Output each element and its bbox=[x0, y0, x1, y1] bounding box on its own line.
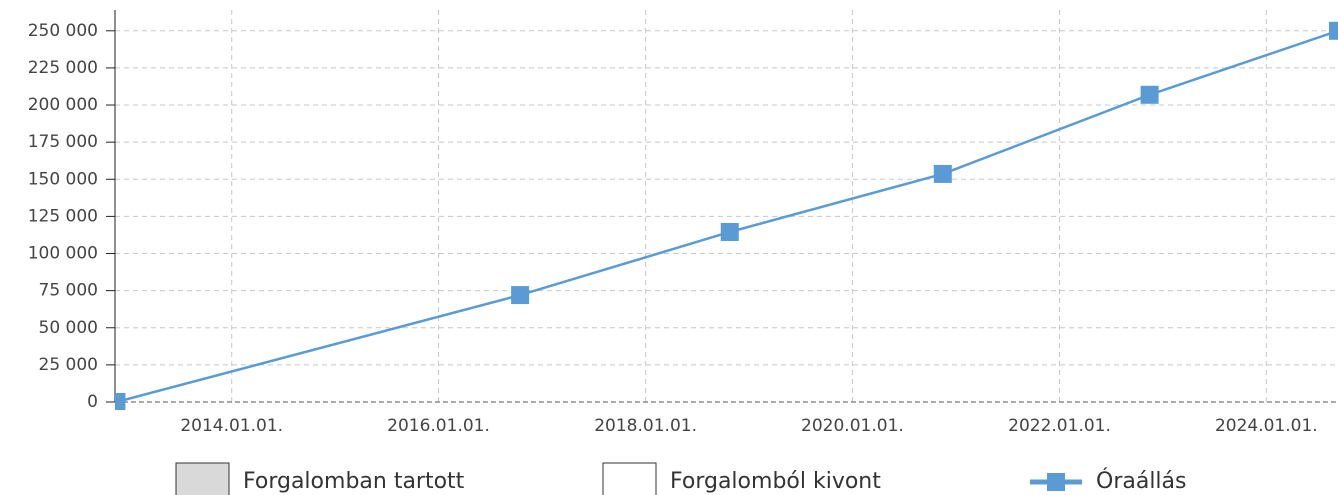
y-tick-label: 125 000 bbox=[28, 206, 98, 226]
point-marker bbox=[933, 164, 952, 183]
x-tick-label: 2014.01.01. bbox=[180, 416, 283, 436]
y-tick-label: 50 000 bbox=[39, 318, 98, 338]
x-tick-label: 2016.01.01. bbox=[387, 416, 490, 436]
legend-swatch bbox=[175, 462, 230, 495]
y-tick-label: 225 000 bbox=[28, 58, 98, 78]
y-tick-label: 200 000 bbox=[28, 95, 98, 115]
legend-marker bbox=[1047, 473, 1065, 491]
y-tick-label: 100 000 bbox=[28, 244, 98, 264]
series-line bbox=[116, 29, 1338, 404]
point-marker bbox=[720, 222, 739, 241]
y-tick-label: 0 bbox=[87, 392, 98, 412]
legend-label: Forgalomban tartott bbox=[243, 469, 465, 494]
y-tick-label: 175 000 bbox=[28, 132, 98, 152]
point-marker bbox=[115, 393, 126, 410]
point-marker bbox=[1140, 85, 1159, 104]
x-tick-label: 2024.01.01. bbox=[1215, 416, 1318, 436]
legend-label: Forgalomból kivont bbox=[670, 469, 881, 494]
y-tick-label: 25 000 bbox=[39, 355, 98, 375]
legend-swatch bbox=[602, 462, 657, 495]
x-tick-label: 2020.01.01. bbox=[801, 416, 904, 436]
y-tick-label: 75 000 bbox=[39, 281, 98, 301]
y-tick-label: 150 000 bbox=[28, 169, 98, 189]
legend-label: Óraállás bbox=[1096, 468, 1187, 494]
point-marker bbox=[1329, 21, 1338, 40]
x-tick-label: 2022.01.01. bbox=[1008, 416, 1111, 436]
x-tick-label: 2018.01.01. bbox=[594, 416, 697, 436]
y-tick-label: 250 000 bbox=[28, 21, 98, 41]
point-marker bbox=[511, 286, 530, 305]
